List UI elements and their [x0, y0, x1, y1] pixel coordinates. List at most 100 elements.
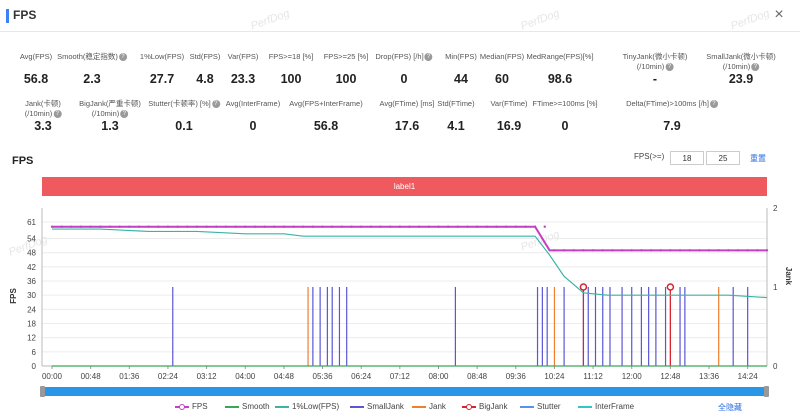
metric-label: Avg(InterFrame) — [225, 99, 281, 108]
fps-point — [611, 249, 614, 252]
series-line-fps — [52, 225, 767, 252]
fps-point — [466, 225, 469, 228]
help-icon[interactable]: ? — [751, 63, 760, 72]
metric-label: FPS>=18 [%] — [268, 52, 314, 61]
fps-point — [195, 225, 199, 228]
help-icon[interactable]: ? — [120, 110, 129, 119]
metric-cell: TinyJank(微小卡顿) (/10min)? - — [623, 52, 688, 86]
fps-point — [456, 225, 460, 228]
fps-point — [678, 249, 682, 252]
legend-label: FPS — [192, 402, 208, 411]
hide-all-link[interactable]: 全隐藏 — [718, 403, 742, 412]
fps-point — [727, 249, 730, 252]
metric-value: 2.3 — [83, 72, 101, 86]
fps-point — [553, 249, 556, 252]
fps-point — [118, 225, 121, 228]
x-tick-label: 09:36 — [506, 372, 527, 381]
metric-cell: FPS>=18 [%] 100 — [269, 52, 314, 86]
help-icon[interactable]: ? — [709, 100, 718, 109]
x-tick-label: 12:00 — [622, 372, 643, 381]
range-handle-right[interactable] — [764, 386, 769, 397]
fps-point — [417, 225, 421, 228]
y-axis-label-left: FPS — [9, 288, 18, 304]
legend-item[interactable]: 1%Low(FPS) — [275, 402, 339, 411]
fps-point — [591, 249, 595, 252]
reset-link[interactable]: 重置 — [750, 154, 766, 163]
metric-value: 56.8 — [23, 72, 49, 86]
y-right-tick-label: 0 — [773, 362, 778, 371]
legend-item[interactable]: BigJank — [462, 402, 507, 411]
fps-point — [60, 225, 63, 228]
metric-value: 60 — [495, 72, 509, 86]
fps-threshold-label: FPS(>=) — [634, 152, 665, 161]
help-icon[interactable]: ? — [118, 53, 127, 62]
fps-point — [746, 249, 749, 252]
legend-item[interactable]: SmallJank — [350, 402, 404, 411]
fps-point — [620, 249, 624, 252]
metric-label: TinyJank(微小卡顿) — [622, 52, 688, 61]
legend-swatch — [462, 403, 476, 410]
legend-item[interactable]: FPS — [175, 402, 208, 411]
fps-point — [176, 225, 179, 228]
metric-value: 23.3 — [230, 72, 256, 86]
y-tick-label: 12 — [27, 334, 36, 343]
header-accent-bar — [6, 9, 9, 23]
x-tick-label: 04:00 — [235, 372, 256, 381]
legend-item[interactable]: Smooth — [225, 402, 270, 411]
x-tick-label: 13:36 — [699, 372, 720, 381]
help-icon[interactable]: ? — [424, 53, 433, 62]
legend-swatch — [350, 405, 364, 408]
fps-point — [688, 249, 691, 252]
legend-label: Jank — [429, 402, 446, 411]
jank-spikes — [172, 283, 749, 366]
label-band[interactable]: label1 — [42, 177, 767, 196]
x-tick-label: 10:24 — [544, 372, 565, 381]
fps-point — [446, 225, 450, 228]
fps-point — [331, 225, 334, 228]
chart-grid — [41, 208, 768, 369]
metric-value: 7.9 — [663, 119, 681, 133]
time-range-slider[interactable] — [40, 386, 769, 397]
legend-item[interactable]: InterFrame — [578, 402, 634, 411]
fps-threshold-input-2[interactable] — [706, 151, 740, 165]
metric-cell: FPS>=25 [%] 100 — [324, 52, 369, 86]
legend-item[interactable]: Jank — [412, 402, 446, 411]
chart-title: FPS — [12, 155, 34, 167]
fps-point — [79, 225, 83, 228]
legend-swatch — [175, 403, 189, 410]
metric-value: 56.8 — [313, 119, 339, 133]
fps-point — [186, 225, 189, 228]
fps-point — [253, 225, 257, 228]
fps-point — [137, 225, 141, 228]
legend-item[interactable]: Stutter — [520, 402, 561, 411]
metric-label: MedRange(FPS)[%] — [526, 52, 594, 61]
range-handle-left[interactable] — [40, 386, 45, 397]
fps-point — [649, 249, 653, 252]
fps-point — [311, 225, 315, 228]
y-tick-label: 54 — [27, 235, 36, 244]
close-icon[interactable]: × — [774, 6, 784, 23]
metric-value: 1.3 — [101, 119, 119, 133]
metric-cell: Min(FPS) 44 — [445, 52, 477, 86]
fps-point — [99, 225, 102, 228]
fps-point — [582, 249, 585, 252]
fps-threshold-input-1[interactable] — [670, 151, 704, 165]
metric-label: Var(FTime) — [490, 99, 528, 108]
metric-label: 1%Low(FPS) — [139, 52, 185, 61]
fps-point — [263, 225, 266, 228]
help-icon[interactable]: ? — [211, 100, 220, 109]
fps-point — [765, 249, 769, 252]
fps-point — [562, 249, 566, 252]
fps-point — [369, 225, 373, 228]
metric-label: Avg(FPS+InterFrame) — [289, 99, 363, 108]
x-tick-label: 00:00 — [42, 372, 63, 381]
metric-label: Smooth(稳定指数)? — [57, 52, 127, 62]
help-icon[interactable]: ? — [665, 63, 674, 72]
help-icon[interactable]: ? — [53, 110, 62, 119]
metric-label: Avg(FPS) — [19, 52, 53, 61]
metric-cell: Avg(FTime) [ms] 17.6 — [379, 99, 434, 133]
fps-point — [215, 225, 218, 228]
metric-value: 98.6 — [547, 72, 573, 86]
fps-point — [427, 225, 431, 228]
